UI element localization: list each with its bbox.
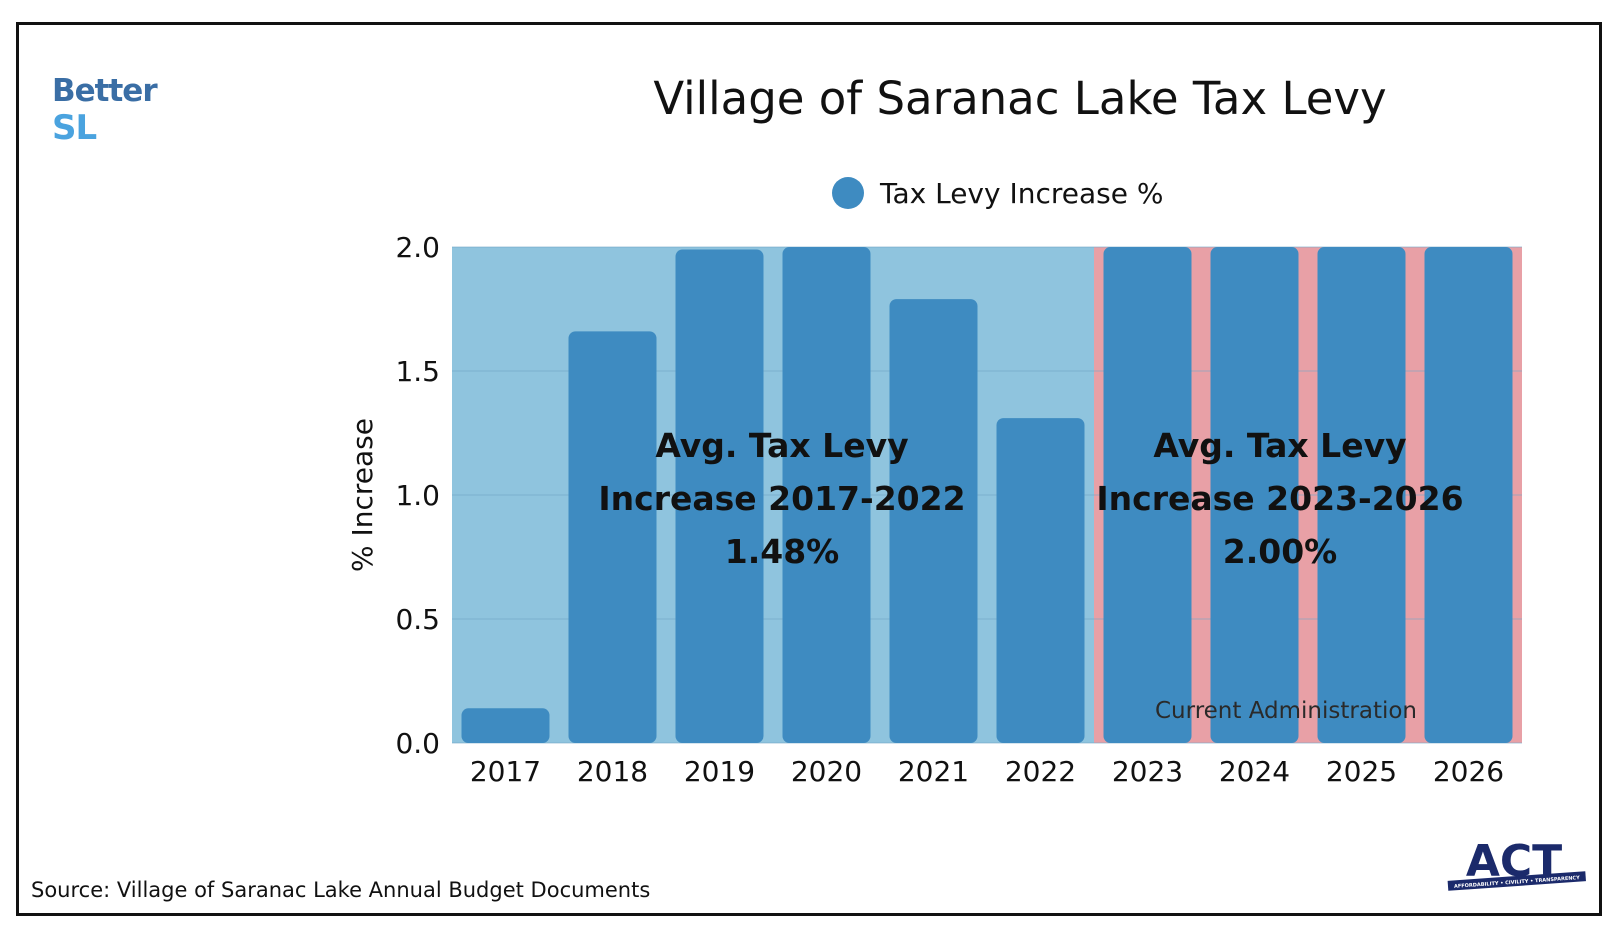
x-tick-label: 2018 [577,755,648,788]
x-tick-label: 2020 [791,755,862,788]
y-tick-label: 1.0 [395,479,440,512]
x-tick-label: 2019 [684,755,755,788]
chart-title: Village of Saranac Lake Tax Levy [653,72,1387,125]
x-tick-label: 2022 [1005,755,1076,788]
act-logo: ACT AFFORDABILITY • CIVILITY • TRANSPARE… [1447,838,1586,891]
bar-2020 [782,247,871,743]
y-tick-label: 0.0 [395,727,440,760]
bar-2025 [1317,247,1406,743]
bar-2019 [675,249,764,744]
source-note: Source: Village of Saranac Lake Annual B… [31,878,651,902]
period-annotation-2-line-2: Increase 2023-2026 [1096,479,1463,518]
x-tick-label: 2017 [470,755,541,788]
x-tick-label: 2021 [898,755,969,788]
legend-label: Tax Levy Increase % [880,176,1164,210]
y-axis-label: % Increase [346,418,379,572]
x-tick-label: 2024 [1219,755,1290,788]
period-annotation-1-line-1: Avg. Tax Levy [655,426,908,465]
bar-2021 [889,299,978,743]
period-annotation-1-line-3: 1.48% [725,532,840,571]
legend-dot-icon [832,177,864,209]
current-administration-label: Current Administration [1155,698,1417,724]
x-tick-label: 2026 [1433,755,1504,788]
better-sl-logo-line2: SL [52,108,97,148]
period-annotation-2-line-1: Avg. Tax Levy [1153,426,1406,465]
y-tick-label: 2.0 [395,231,440,264]
bar-2022 [996,418,1085,743]
x-tick-label: 2023 [1112,755,1183,788]
bar-2018 [568,331,657,743]
x-tick-label: 2025 [1326,755,1397,788]
period-annotation-2-line-3: 2.00% [1223,532,1338,571]
bar-2026 [1424,247,1513,743]
y-tick-label: 1.5 [395,355,440,388]
period-annotation-1-line-2: Increase 2017-2022 [598,479,965,518]
legend: Tax Levy Increase % [832,176,1163,210]
bar-2024 [1210,247,1299,743]
bar-2017 [461,708,550,743]
y-tick-label: 0.5 [395,603,440,636]
act-logo-band [1447,871,1586,891]
better-sl-logo-line1: Better [52,73,158,109]
bar-2023 [1103,247,1192,743]
